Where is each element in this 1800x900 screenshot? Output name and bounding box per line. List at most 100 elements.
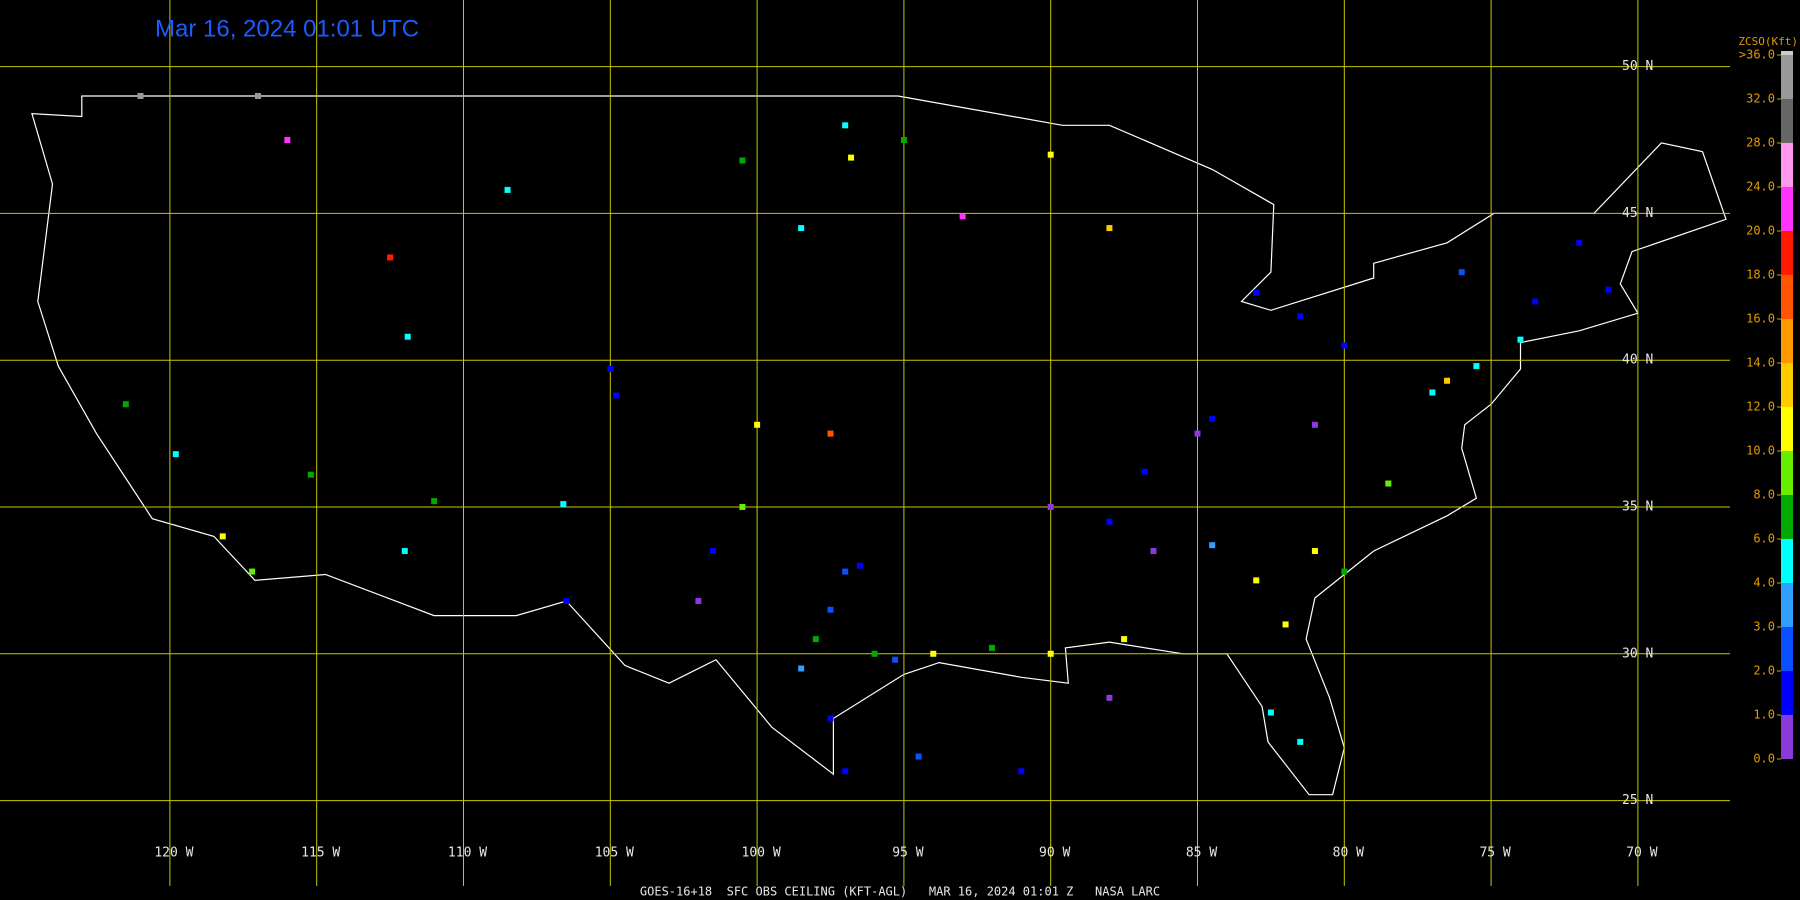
- longitude-label: 85 W: [1186, 846, 1217, 861]
- legend-label: >36.0: [1739, 48, 1775, 62]
- station-obs: [401, 548, 408, 555]
- legend-label: 12.0: [1746, 400, 1775, 414]
- station-obs: [1150, 548, 1157, 555]
- station-obs: [1194, 430, 1201, 437]
- station-obs: [254, 92, 261, 99]
- station-obs: [1385, 480, 1392, 487]
- longitude-label: 95 W: [892, 846, 923, 861]
- legend-swatch: [1781, 715, 1793, 759]
- legend-swatch: [1781, 143, 1793, 187]
- station-obs: [1018, 768, 1025, 775]
- station-obs: [856, 562, 863, 569]
- station-obs: [219, 533, 226, 540]
- legend-label: 14.0: [1746, 356, 1775, 370]
- station-obs: [812, 636, 819, 643]
- legend-swatch: [1781, 627, 1793, 671]
- station-obs: [1576, 239, 1583, 246]
- station-obs: [1106, 225, 1113, 232]
- legend-label: 24.0: [1746, 180, 1775, 194]
- legend-swatch: [1781, 451, 1793, 495]
- legend-label: 3.0: [1753, 620, 1775, 634]
- station-obs: [1209, 415, 1216, 422]
- legend-swatch: [1781, 187, 1793, 231]
- legend-label: 4.0: [1753, 576, 1775, 590]
- station-obs: [1121, 636, 1128, 643]
- station-obs: [1473, 363, 1480, 370]
- station-obs: [1311, 548, 1318, 555]
- station-obs: [798, 225, 805, 232]
- station-obs: [137, 92, 144, 99]
- legend-swatch: [1781, 55, 1793, 99]
- station-obs: [1253, 289, 1260, 296]
- station-obs: [563, 597, 570, 604]
- longitude-label: 90 W: [1039, 846, 1070, 861]
- longitude-label: 75 W: [1479, 846, 1510, 861]
- footer-caption: GOES-16+18 SFC OBS CEILING (KFT-AGL) MAR…: [640, 885, 1160, 899]
- station-obs: [1106, 694, 1113, 701]
- legend-swatch: [1781, 407, 1793, 451]
- station-obs: [1297, 738, 1304, 745]
- legend-swatch: [1781, 583, 1793, 627]
- legend-label: 8.0: [1753, 488, 1775, 502]
- station-obs: [284, 137, 291, 143]
- legend-swatch: [1781, 319, 1793, 363]
- station-obs: [1282, 621, 1289, 628]
- station-obs: [307, 471, 314, 478]
- station-obs: [387, 254, 394, 261]
- station-obs: [988, 644, 995, 651]
- station-obs: [1341, 342, 1348, 349]
- legend-swatch: [1781, 539, 1793, 583]
- legend-label: 32.0: [1746, 92, 1775, 106]
- station-obs: [404, 333, 411, 340]
- longitude-label: 70 W: [1626, 846, 1657, 861]
- station-obs: [613, 392, 620, 399]
- station-obs: [930, 650, 937, 657]
- station-obs: [1605, 286, 1612, 293]
- station-obs: [1047, 650, 1054, 657]
- legend-swatch: [1781, 99, 1793, 143]
- station-obs: [1532, 298, 1539, 305]
- station-obs: [739, 504, 746, 510]
- station-obs: [1341, 568, 1348, 575]
- legend-title: ZCSO(Kft): [1738, 35, 1798, 48]
- station-obs: [1517, 336, 1524, 343]
- station-obs: [915, 753, 922, 760]
- legend-swatch: [1781, 363, 1793, 407]
- station-obs: [1047, 151, 1054, 158]
- longitude-label: 105 W: [595, 846, 634, 861]
- station-obs: [1267, 709, 1274, 716]
- station-obs: [842, 122, 849, 129]
- station-obs: [172, 451, 179, 458]
- legend-label: 1.0: [1753, 708, 1775, 722]
- legend-label: 2.0: [1753, 664, 1775, 678]
- longitude-label: 115 W: [301, 846, 340, 861]
- station-obs: [871, 650, 878, 657]
- station-obs: [1047, 504, 1054, 510]
- station-obs: [560, 501, 567, 508]
- station-obs: [827, 715, 834, 722]
- station-obs: [798, 665, 805, 672]
- station-obs: [827, 606, 834, 613]
- station-obs: [739, 157, 746, 164]
- station-obs: [1429, 389, 1436, 396]
- legend-label: 16.0: [1746, 312, 1775, 326]
- legend-label: 10.0: [1746, 444, 1775, 458]
- station-obs: [1106, 518, 1113, 525]
- legend-label: 28.0: [1746, 136, 1775, 150]
- station-obs: [959, 213, 966, 220]
- legend-swatch: [1781, 671, 1793, 715]
- station-obs: [1444, 377, 1451, 384]
- station-obs: [1297, 313, 1304, 320]
- station-obs: [827, 430, 834, 437]
- station-obs: [504, 186, 511, 193]
- station-obs: [1253, 577, 1260, 584]
- legend: ZCSO(Kft) 0.0 1.0 2.0 3.0 4.0 6.0 8.0 10.0 12.0 14…: [1738, 35, 1798, 766]
- station-obs: [431, 498, 438, 505]
- stations: [122, 92, 1612, 775]
- station-obs: [900, 137, 907, 143]
- station-obs: [892, 656, 899, 663]
